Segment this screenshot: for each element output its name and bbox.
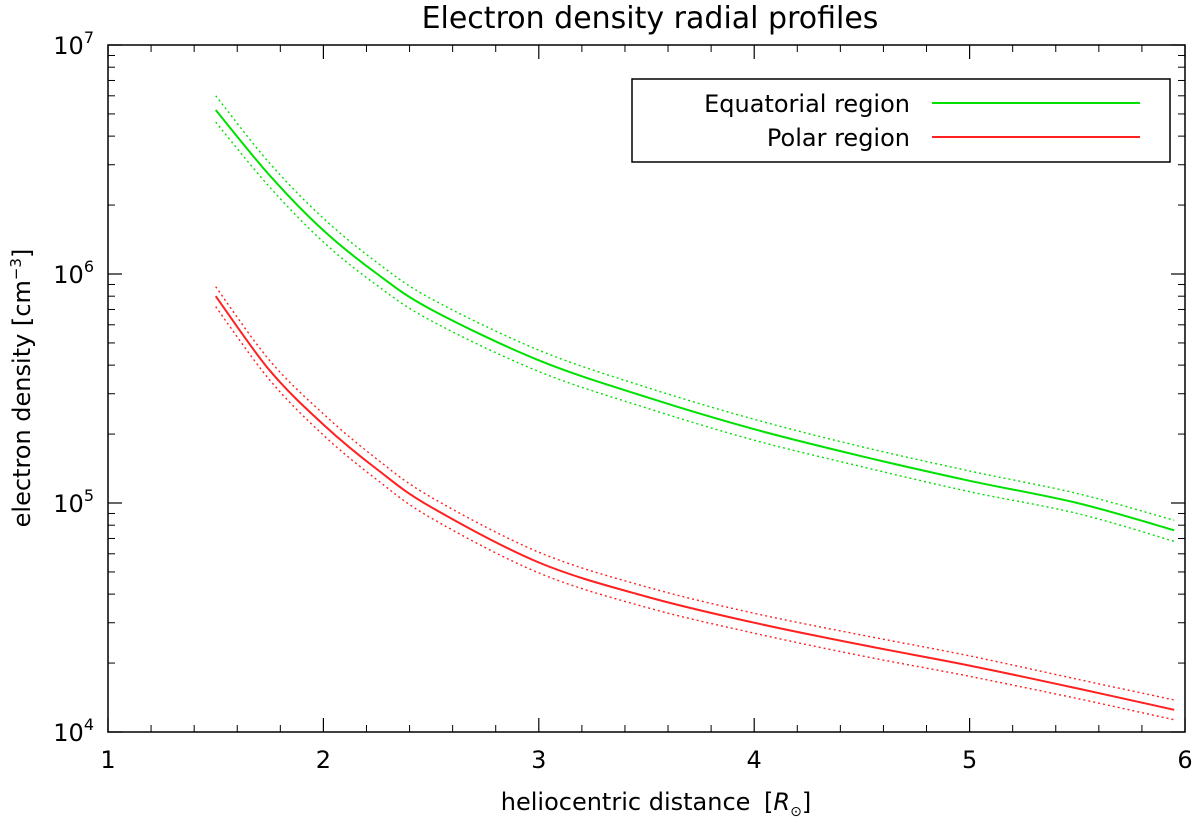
y-axis-label-text: electron density [cm xyxy=(8,280,36,527)
series-polar-region-line xyxy=(214,295,1175,711)
legend: Equatorial region Polar region xyxy=(631,78,1171,163)
series-equatorial-region-lower-bound xyxy=(215,121,1175,543)
series-equatorial-region-upper-bound xyxy=(215,95,1175,521)
series-polar-region-upper-bound xyxy=(215,286,1175,701)
y-tick-label-exponent: 7 xyxy=(84,28,94,47)
y-axis-label-close: ] xyxy=(8,249,36,258)
y-tick-label: 106 xyxy=(53,257,94,289)
x-tick-label: 3 xyxy=(531,746,546,774)
y-tick-label-exponent: 5 xyxy=(84,486,94,505)
y-tick-label-base: 10 xyxy=(53,490,84,518)
series-group xyxy=(214,95,1175,721)
x-axis-label: heliocentric distance [R⊙] xyxy=(501,788,811,820)
x-axis-label-unit: R xyxy=(773,788,790,816)
y-tick-label: 105 xyxy=(53,486,94,518)
legend-box xyxy=(631,78,1171,163)
x-axis-label-close-bracket: ] xyxy=(802,788,811,816)
y-tick-label-exponent: 4 xyxy=(84,715,94,734)
x-tick-label: 6 xyxy=(1177,746,1192,774)
y-tick-label-exponent: 6 xyxy=(84,257,94,276)
legend-label-polar: Polar region xyxy=(767,124,910,152)
y-tick-label-base: 10 xyxy=(53,261,84,289)
y-axis-label: electron density [cm−3] xyxy=(7,249,36,528)
y-tick-label: 104 xyxy=(53,715,94,747)
x-tick-label: 2 xyxy=(316,746,331,774)
legend-label-equatorial: Equatorial region xyxy=(704,90,910,118)
x-tick-label: 1 xyxy=(100,746,115,774)
x-axis-label-text: heliocentric distance xyxy=(501,788,751,816)
series-polar-region-lower-bound xyxy=(215,306,1175,721)
plot-frame xyxy=(107,44,1186,733)
x-tick-label: 5 xyxy=(962,746,977,774)
y-tick-label: 107 xyxy=(53,28,94,60)
y-axis-label-sup: −3 xyxy=(7,258,25,280)
x-tick-label: 4 xyxy=(747,746,762,774)
series-equatorial-region-line xyxy=(214,109,1175,532)
y-tick-label-base: 10 xyxy=(53,719,84,747)
x-axis-label-unit-sub: ⊙ xyxy=(790,804,802,820)
x-axis-ticks: 1 2 3 4 5 6 xyxy=(100,45,1193,774)
chart-title: Electron density radial profiles xyxy=(422,1,879,36)
y-tick-label-base: 10 xyxy=(53,32,84,60)
x-axis-label-open-bracket: [ xyxy=(764,788,773,816)
